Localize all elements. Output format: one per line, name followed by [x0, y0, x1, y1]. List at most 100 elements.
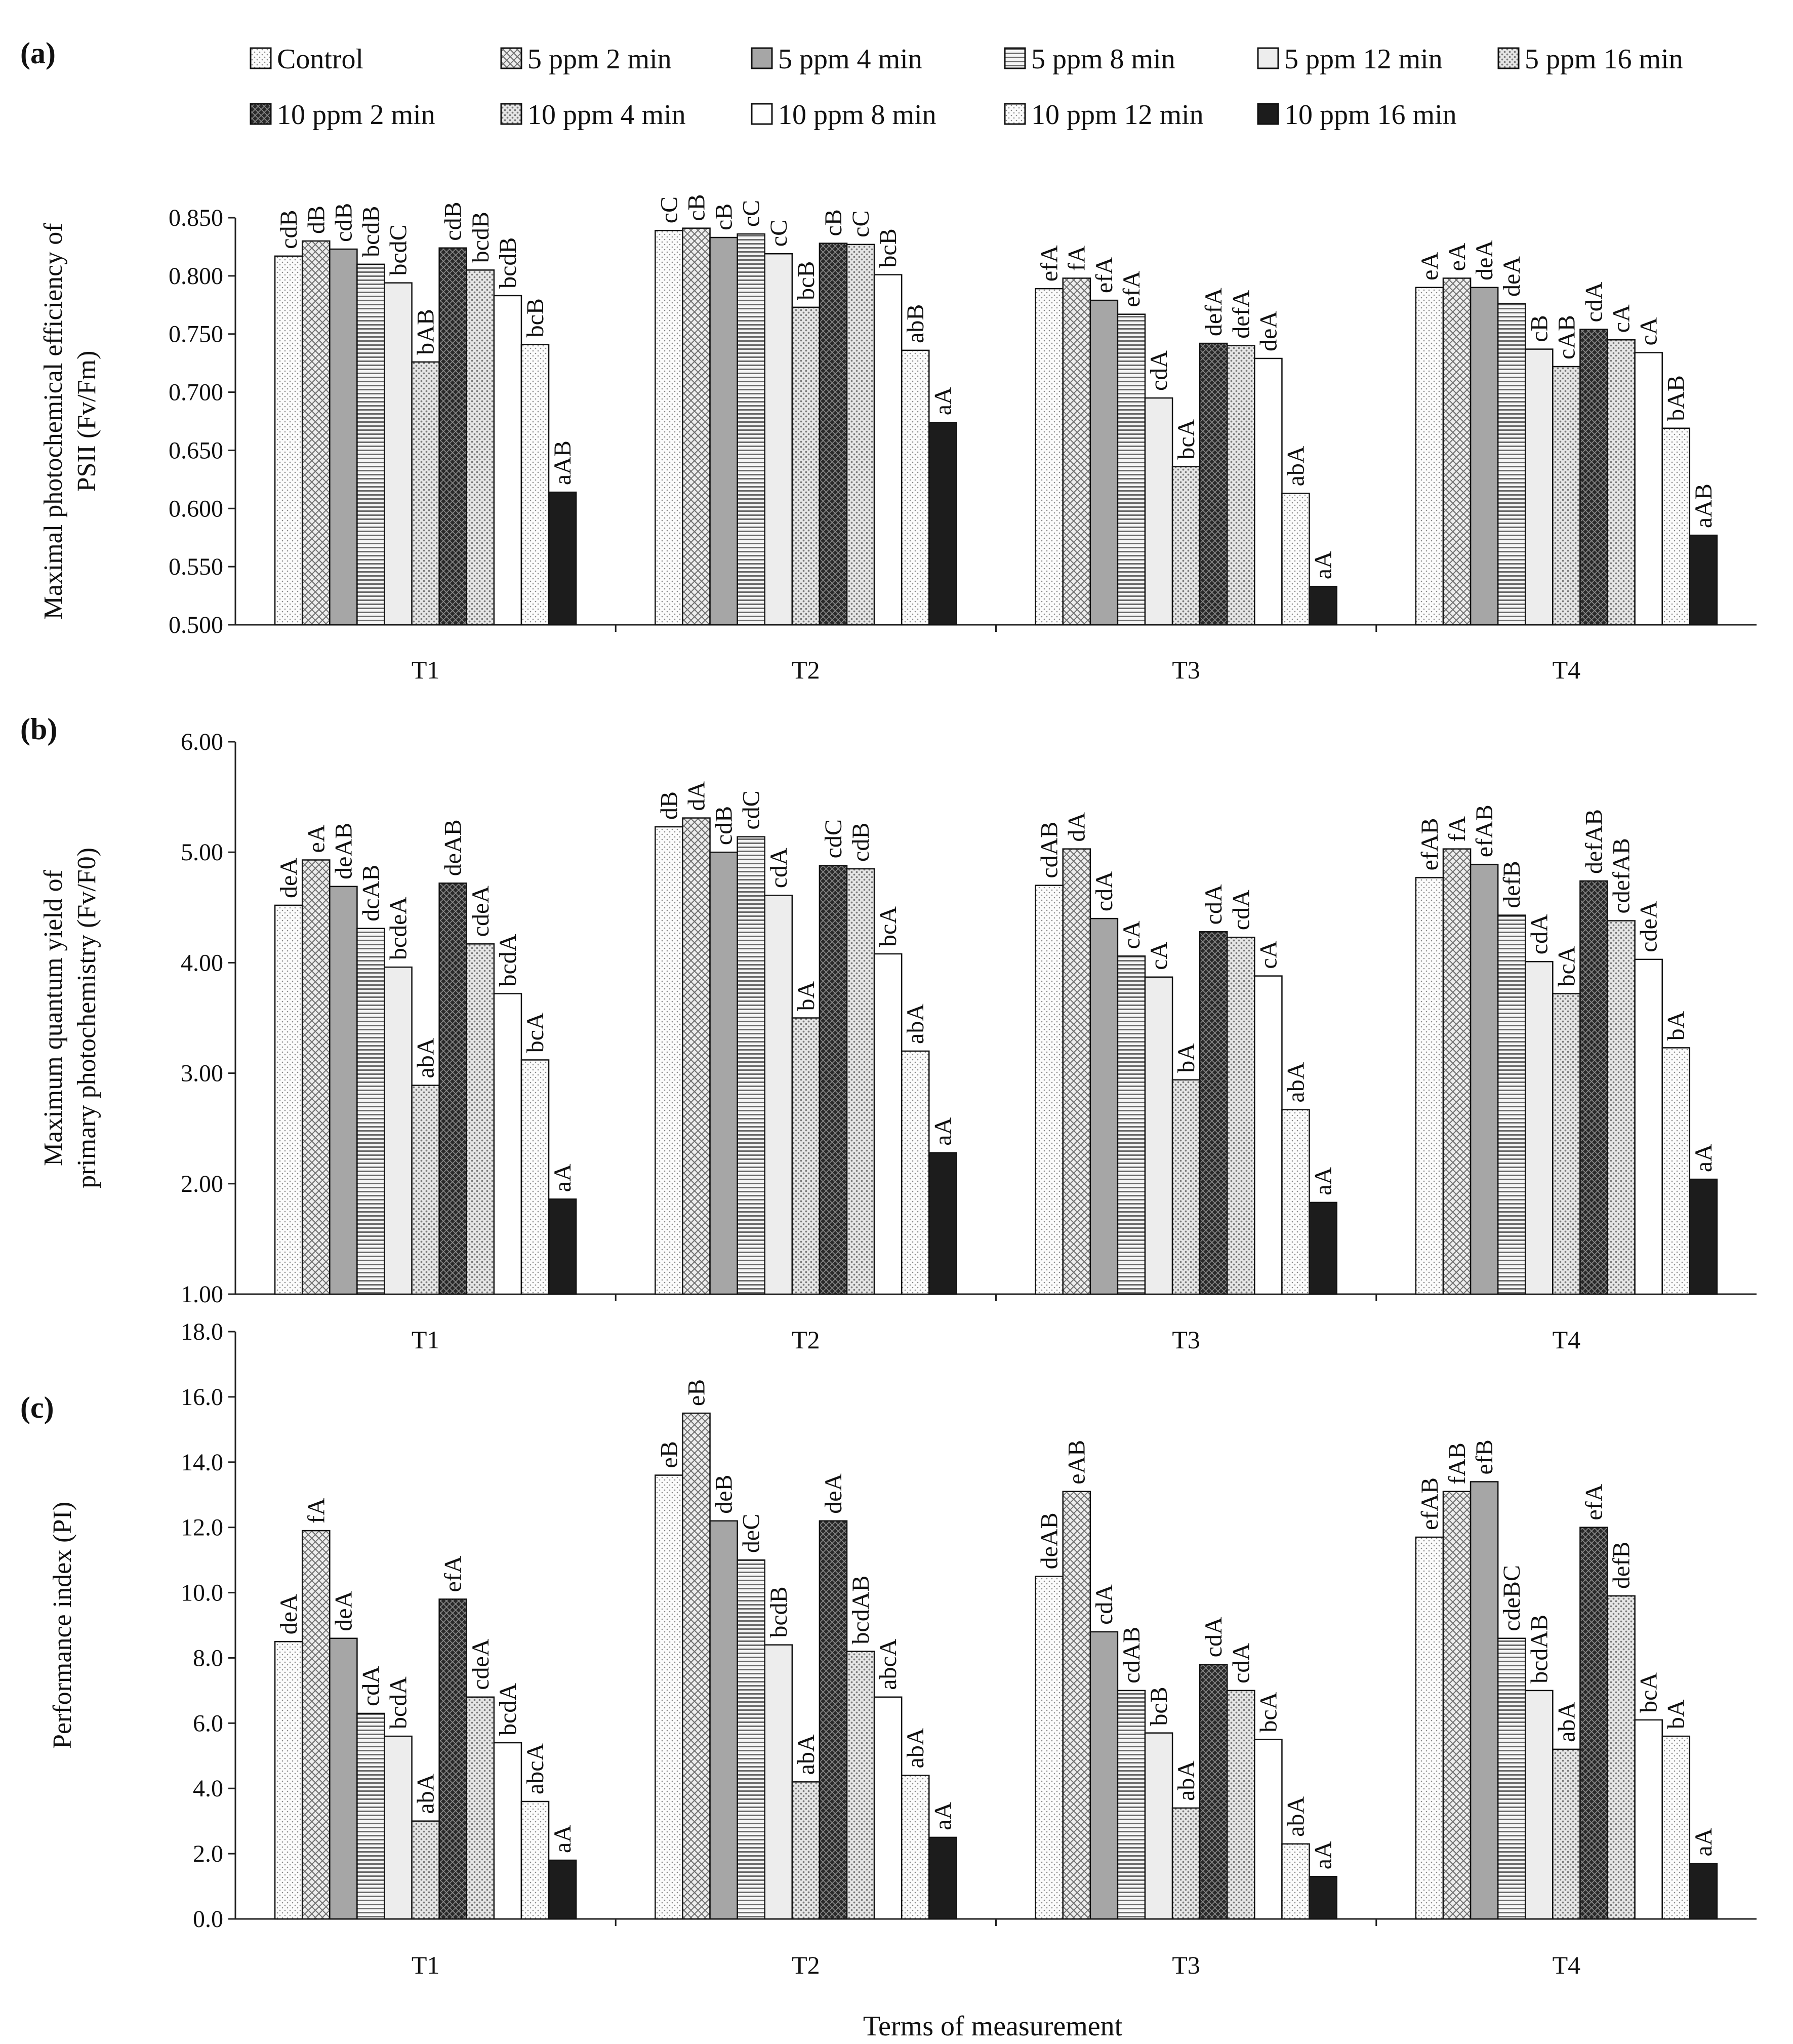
bar-control-t4 — [1415, 1536, 1444, 1920]
bar-letter-label: abA — [413, 1773, 439, 1814]
bar-5-ppm-16-min-t3 — [1171, 466, 1201, 626]
panel-a: (a) Maximal photochemical efficiency of PS… — [20, 36, 1757, 684]
bar-control-t1 — [274, 904, 303, 1295]
legend-label-5-ppm-12-min: 5 ppm 12 min — [1284, 44, 1443, 75]
bar-letter-label: bcdA — [495, 1683, 521, 1736]
bar-letter-label: efAB — [1416, 818, 1443, 870]
bar-10-ppm-16-min-t2 — [928, 1836, 957, 1920]
bar-5-ppm-4-min-t4 — [1470, 1481, 1499, 1920]
y-tick-label: 18.0 — [181, 1318, 223, 1345]
bar-10-ppm-8-min-t3 — [1254, 975, 1283, 1295]
bar-10-ppm-16-min-t4 — [1689, 1863, 1718, 1920]
panel-label: (a) — [20, 36, 56, 70]
legend-label-5-ppm-4-min: 5 ppm 4 min — [778, 44, 922, 75]
bar-letter-label: cdeA — [467, 886, 494, 937]
bar-10-ppm-12-min-t4 — [1661, 427, 1691, 626]
bar-letter-label: bcA — [1255, 1692, 1282, 1732]
bar-letter-label: cdefAB — [1608, 838, 1635, 913]
bar-5-ppm-16-min-t1 — [411, 361, 440, 626]
bar-letter-label: bcdB — [467, 212, 494, 263]
legend-swatch-10-ppm-8-min — [751, 103, 773, 125]
bar-letter-label: fAB — [1444, 1442, 1471, 1485]
bar-control-t4 — [1415, 287, 1444, 626]
bar-letter-label: cC — [847, 211, 874, 237]
y-tick-label: 0.700 — [169, 379, 223, 406]
x-tick-label-t2: T2 — [792, 1951, 820, 1979]
bar-letter-label: aA — [929, 1802, 956, 1830]
bar-letter-label: cdA — [357, 1666, 384, 1706]
bar-letter-label: defA — [1228, 290, 1254, 338]
bar-control-t2 — [655, 1474, 683, 1920]
bar-10-ppm-2-min-t3 — [1199, 342, 1228, 626]
bar-letter-label: bAB — [1663, 375, 1690, 421]
bar-5-ppm-16-min-t1 — [411, 1085, 440, 1295]
x-tick-label-t1: T1 — [412, 1326, 440, 1354]
bar-10-ppm-8-min-t4 — [1634, 1719, 1663, 1920]
panel-b: (b) Maximum quantum yield of primary photo… — [20, 712, 1757, 1354]
bar-letter-label: cdA — [1228, 1643, 1254, 1684]
bar-letter-label: defAB — [1580, 809, 1607, 874]
bar-10-ppm-4-min-t1 — [466, 269, 495, 626]
bar-5-ppm-8-min-t4 — [1497, 303, 1526, 626]
bar-letter-label: abA — [1173, 1760, 1200, 1801]
bar-letter-label: aA — [549, 1164, 576, 1192]
bar-letter-label: cC — [765, 220, 792, 247]
bar-5-ppm-4-min-t1 — [329, 1637, 358, 1920]
bar-letter-label: aA — [1690, 1144, 1717, 1172]
bar-letter-label: bcdB — [495, 237, 521, 289]
bar-letter-label: abA — [1282, 1062, 1309, 1102]
bar-letter-label: abB — [902, 304, 929, 343]
bar-10-ppm-4-min-t3 — [1227, 1690, 1255, 1920]
y-tick-label: 0.550 — [169, 553, 223, 580]
bar-letter-label: deC — [738, 1514, 765, 1553]
legend-label-5-ppm-2-min: 5 ppm 2 min — [527, 44, 672, 75]
y-tick-label: 10.0 — [181, 1580, 223, 1607]
bar-letter-label: deAB — [1036, 1512, 1063, 1569]
y-tick-label: 0.850 — [169, 205, 223, 231]
bar-5-ppm-2-min-t3 — [1062, 1491, 1091, 1920]
bar-letter-label: cA — [1608, 304, 1635, 333]
bar-letter-label: cdB — [330, 203, 357, 242]
bar-5-ppm-2-min-t3 — [1062, 848, 1091, 1295]
y-tick-label: 2.0 — [193, 1840, 223, 1867]
y-tick-label: 0.800 — [169, 263, 223, 290]
bar-letter-label: bcdA — [495, 934, 521, 986]
panel-label: (c) — [20, 1391, 54, 1424]
bar-letter-label: dA — [683, 781, 710, 811]
bar-letter-label: bcA — [1553, 946, 1580, 986]
legend-label-control: Control — [277, 44, 363, 75]
bar-10-ppm-8-min-t1 — [493, 1742, 522, 1920]
bar-letter-label: fA — [303, 1498, 330, 1524]
bar-letter-label: defB — [1608, 1542, 1635, 1589]
bar-10-ppm-12-min-t1 — [520, 344, 550, 626]
bar-10-ppm-16-min-t2 — [928, 422, 957, 626]
y-axis-title-line2: primary photochemistry (Fv/F0) — [72, 848, 101, 1188]
bar-letter-label: aA — [1310, 1841, 1337, 1869]
bar-10-ppm-4-min-t3 — [1227, 936, 1255, 1295]
bar-letter-label: abcA — [875, 1638, 902, 1690]
bar-10-ppm-4-min-t3 — [1227, 345, 1255, 626]
y-tick-label: 0.750 — [169, 321, 223, 348]
bar-5-ppm-2-min-t3 — [1062, 277, 1091, 626]
bar-5-ppm-12-min-t3 — [1144, 397, 1173, 626]
bar-10-ppm-12-min-t4 — [1661, 1047, 1691, 1295]
bar-letter-label: abA — [902, 1004, 929, 1044]
legend-swatch-5-ppm-12-min — [1257, 47, 1279, 69]
bar-10-ppm-4-min-t4 — [1607, 1595, 1636, 1920]
legend-label-5-ppm-8-min: 5 ppm 8 min — [1031, 44, 1175, 75]
y-tick-label: 0.600 — [169, 495, 223, 522]
x-tick-label-t3: T3 — [1172, 1951, 1200, 1979]
y-tick-label: 12.0 — [181, 1514, 223, 1541]
bar-letter-label: bcdA — [385, 1676, 412, 1729]
bar-5-ppm-16-min-t2 — [791, 1781, 821, 1920]
bar-letter-label: cdA — [765, 848, 792, 888]
bar-5-ppm-16-min-t4 — [1552, 1748, 1581, 1920]
bar-letter-label: cA — [1118, 920, 1145, 949]
bar-10-ppm-12-min-t1 — [520, 1059, 550, 1295]
bar-letter-label: deAB — [330, 823, 357, 879]
bar-10-ppm-12-min-t4 — [1661, 1735, 1691, 1920]
bar-letter-label: cB — [1526, 315, 1553, 342]
bar-letter-label: dB — [303, 206, 330, 234]
legend-label-10-ppm-8-min: 10 ppm 8 min — [778, 99, 936, 131]
bar-5-ppm-2-min-t1 — [301, 240, 331, 626]
